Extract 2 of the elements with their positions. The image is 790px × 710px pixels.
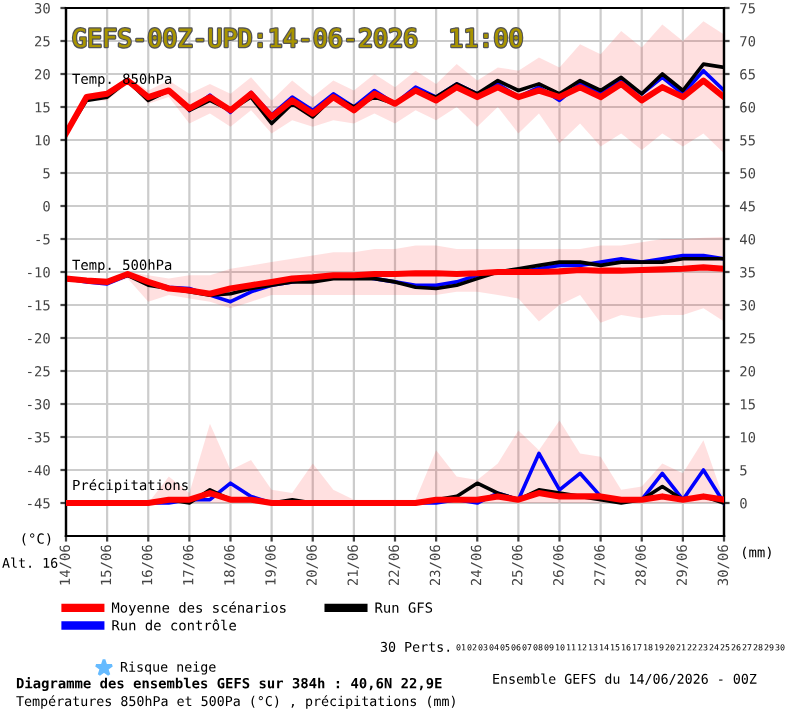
- text: GEFS-00Z-UPD:14-06-2026 11:00: [73, 28, 522, 48]
- line-series: [66, 77, 724, 137]
